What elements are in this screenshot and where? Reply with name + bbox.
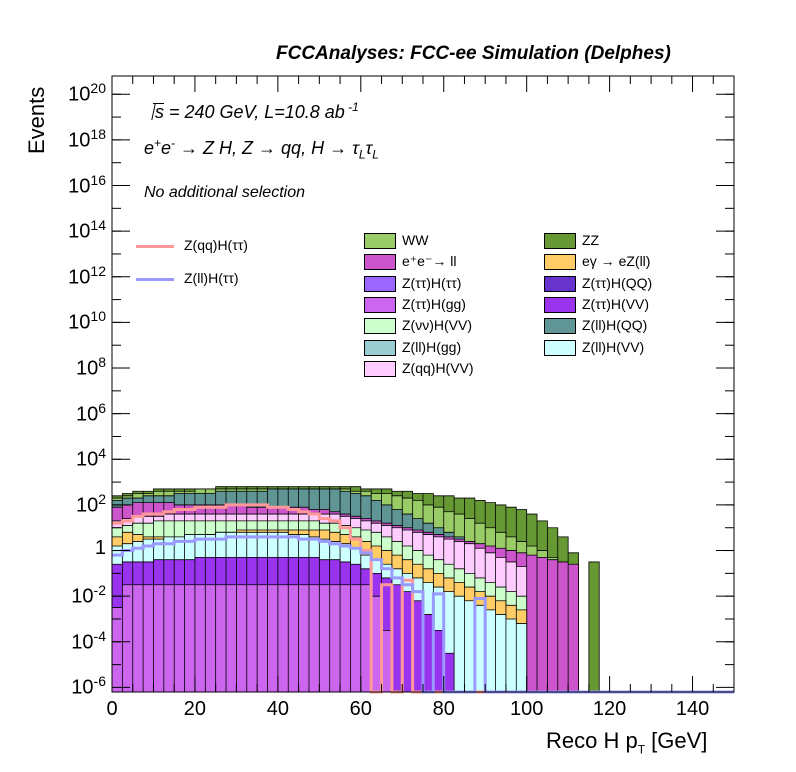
legend-label: Z(νν)H(VV) xyxy=(402,317,472,334)
legend-label: Z(ττ)H(gg) xyxy=(402,295,466,312)
legend-label: WW xyxy=(402,232,429,248)
legend-label: Z(ττ)H(VV) xyxy=(582,295,650,312)
legend-label: Z(ll)H(VV) xyxy=(582,338,645,355)
y-tick-label: 1012 xyxy=(68,262,106,289)
lumi-exponent: -1 xyxy=(344,100,359,114)
energy-lumi-text: = 240 GeV, L=10.8 ab xyxy=(164,102,345,122)
process-sup2: - xyxy=(171,136,176,150)
x-axis-label: Reco H pT [GeV] xyxy=(546,728,707,756)
process-tau2: τ xyxy=(365,138,373,158)
y-tick-label: 104 xyxy=(75,445,106,471)
chart-title: FCCAnalyses: FCC-ee Simulation (Delphes) xyxy=(276,43,671,64)
y-tick-label: 1010 xyxy=(68,308,106,335)
selection-annotation: No additional selection xyxy=(144,184,305,201)
y-tick-label: 106 xyxy=(75,399,106,426)
process-text: → Z H, Z → qq, H → τ xyxy=(175,138,359,158)
y-tick-label: 10-6 xyxy=(71,673,106,700)
legend-line-label: Z(qq)H(ττ) xyxy=(184,237,248,253)
legend-line-swatch xyxy=(136,245,174,248)
y-tick-label: 1016 xyxy=(68,171,106,198)
y-tick-label: 1018 xyxy=(68,125,106,152)
legend-label: Z(ττ)H(ττ) xyxy=(402,274,462,291)
y-tick-label: 102 xyxy=(75,490,106,517)
sqrt-symbol: s xyxy=(144,102,164,123)
process-sup1: + xyxy=(154,136,162,150)
y-tick-label: 10-4 xyxy=(71,627,106,654)
y-tick-label: 1020 xyxy=(68,80,106,106)
legend-swatch xyxy=(544,339,576,356)
x-tick-label: 140 xyxy=(675,698,710,720)
legend-line-label: Z(ll)H(ττ) xyxy=(184,270,239,286)
x-axis-label-main: Reco H p xyxy=(546,728,638,753)
legend-swatch xyxy=(364,296,396,313)
x-axis-label-sub: T xyxy=(637,742,646,757)
legend-label: Z(ττ)H(QQ) xyxy=(582,274,653,291)
y-tick-label: 10-2 xyxy=(71,582,106,608)
process-sub1: L xyxy=(358,147,366,162)
process-e1: e xyxy=(144,138,155,158)
x-tick-label: 0 xyxy=(106,698,118,720)
process-sub2: L xyxy=(372,147,379,162)
x-tick-label: 120 xyxy=(592,698,627,720)
legend-swatch xyxy=(544,296,576,313)
legend-swatch xyxy=(364,318,396,335)
process-annotation: e+e- → Z H, Z → qq, H → τLτL xyxy=(144,136,379,162)
x-tick-label: 100 xyxy=(509,698,544,720)
x-tick-label: 80 xyxy=(432,698,455,720)
x-tick-label: 20 xyxy=(183,698,207,720)
energy-lumi-annotation: s = 240 GeV, L=10.8 ab -1 xyxy=(144,100,359,123)
y-tick-label: 1 xyxy=(94,536,106,559)
x-axis-label-unit: [GeV] xyxy=(645,728,708,753)
legend-label: e⁺e⁻→ ll xyxy=(402,253,457,270)
legend-label: eγ → eZ(ll) xyxy=(582,253,651,270)
stack-z-h-gg- xyxy=(111,584,393,693)
legend-line-swatch xyxy=(136,278,174,281)
y-tick-label: 108 xyxy=(75,354,106,380)
legend-label: ZZ xyxy=(582,232,600,248)
y-tick-label: 1014 xyxy=(68,217,106,243)
legend-swatch xyxy=(364,339,396,356)
legend-swatch xyxy=(544,233,576,249)
legend-label: Z(qq)H(VV) xyxy=(402,359,474,376)
legend-swatch xyxy=(544,318,576,335)
legend-swatch xyxy=(544,275,576,292)
legend-swatch xyxy=(364,360,396,377)
x-tick-label: 60 xyxy=(349,698,372,720)
process-e2: e xyxy=(161,138,172,158)
legend-swatch xyxy=(364,275,396,292)
x-tick-label: 40 xyxy=(266,698,289,720)
legend-swatch xyxy=(544,254,576,271)
legend-swatch xyxy=(364,233,396,249)
legend-label: Z(ll)H(gg) xyxy=(402,338,462,355)
legend-swatch xyxy=(364,254,396,271)
legend-label: Z(ll)H(QQ) xyxy=(582,317,648,334)
